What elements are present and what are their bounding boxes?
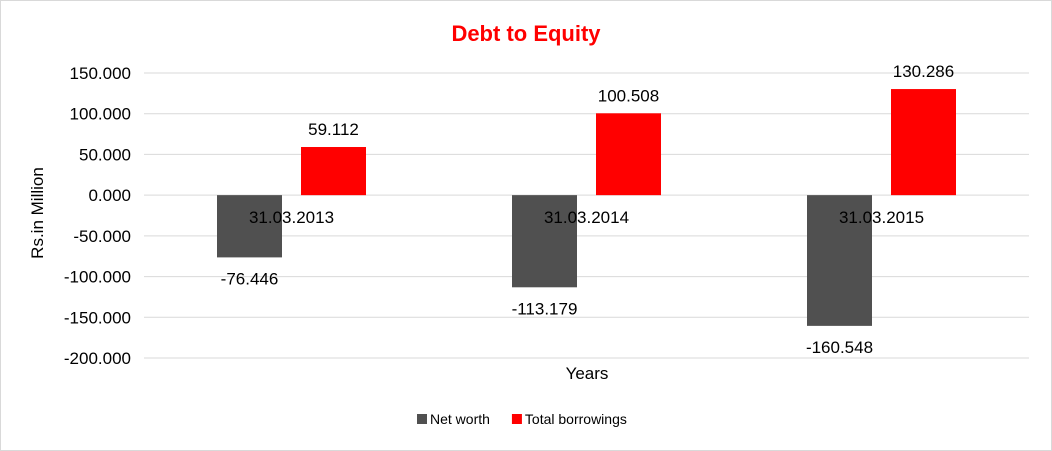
- bar-net-worth: [217, 195, 282, 258]
- category-label: 31.03.2014: [544, 208, 629, 227]
- category-label: 31.03.2015: [839, 208, 924, 227]
- x-axis-title: Years: [566, 364, 609, 383]
- y-tick-label: 50.000: [79, 145, 131, 164]
- data-label: -160.548: [806, 338, 873, 357]
- legend-swatch: [511, 414, 522, 424]
- bar-total-borrowings: [301, 147, 366, 196]
- legend: Net worth Total borrowings: [417, 411, 627, 427]
- data-label: 100.508: [598, 86, 659, 105]
- data-label: -76.446: [221, 269, 279, 288]
- y-tick-label: -150.000: [64, 308, 131, 327]
- data-label: 130.286: [893, 62, 954, 81]
- y-tick-label: 0.000: [88, 186, 131, 205]
- bar-net-worth: [512, 195, 577, 288]
- legend-label: Total borrowings: [525, 411, 627, 427]
- legend-label: Net worth: [430, 411, 490, 427]
- y-axis-title: Rs.in Million: [28, 167, 47, 259]
- category-label: 31.03.2013: [249, 208, 334, 227]
- data-label: 59.112: [308, 120, 359, 139]
- data-label: -113.179: [512, 299, 578, 318]
- y-tick-label: 150.000: [70, 64, 131, 83]
- bar-total-borrowings: [891, 89, 956, 196]
- gridlines: [144, 72, 1029, 359]
- chart-title: Debt to Equity: [451, 21, 601, 46]
- bars: [217, 89, 956, 326]
- category-labels: 31.03.2013 31.03.2014 31.03.2015: [249, 208, 924, 227]
- data-labels: -76.446 59.112 -113.179 100.508 -160.548 130.…: [221, 62, 955, 357]
- y-tick-label: -200.000: [64, 349, 131, 368]
- bar-total-borrowings: [596, 113, 661, 196]
- y-tick-labels: 150.000 100.000 50.000 0.000 -50.000 -100.000…: [64, 64, 131, 368]
- legend-swatch: [417, 414, 427, 424]
- y-tick-label: 100.000: [70, 105, 131, 124]
- y-tick-label: -100.000: [64, 268, 131, 287]
- bar-net-worth: [807, 195, 872, 326]
- y-tick-label: -50.000: [73, 227, 131, 246]
